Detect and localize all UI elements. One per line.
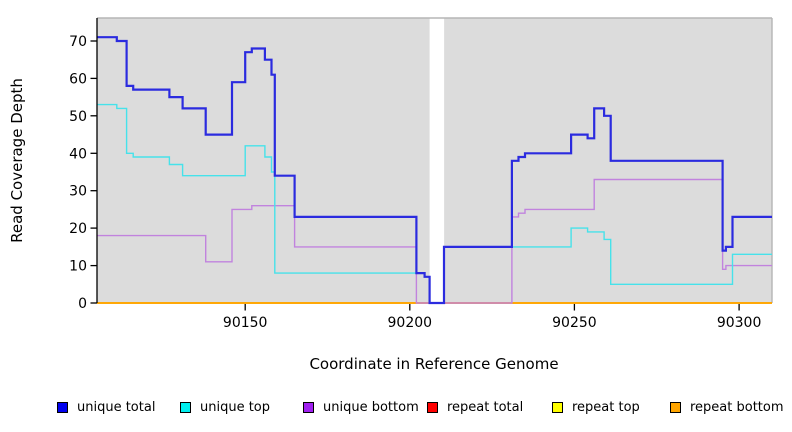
legend-label-repeat-total: repeat total (447, 399, 524, 415)
series-unique-top (97, 103, 772, 304)
legend-swatch-repeat-bottom (670, 401, 681, 413)
x-tick-label: 90150 (223, 315, 268, 331)
legend-swatch-unique-bottom (303, 401, 314, 413)
legend-item-unique-total: unique total (57, 398, 155, 416)
legend-label-unique-bottom: unique bottom (323, 399, 419, 415)
plot-area (97, 17, 773, 305)
x-tick-label: 90200 (388, 315, 433, 331)
legend-item-repeat-top: repeat top (552, 398, 640, 416)
y-tick-label: 20 (69, 221, 87, 237)
y-tick-label: 50 (69, 109, 87, 125)
chart-svg: 0 10 20 30 40 50 60 70 90150 90200 90250 90300 Coor… (8, 17, 773, 373)
legend-swatch-repeat-total (427, 401, 438, 413)
legend-item-unique-bottom: unique bottom (303, 398, 419, 416)
y-tick-label: 40 (69, 146, 87, 162)
series-unique-total (97, 36, 772, 305)
legend-label-repeat-bottom: repeat bottom (690, 399, 784, 415)
coverage-gap-region (429, 18, 445, 303)
legend-item-repeat-total: repeat total (427, 398, 523, 416)
axes: 0 10 20 30 40 50 60 70 90150 90200 90250 90300 (69, 18, 761, 331)
legend-item-repeat-bottom: repeat bottom (670, 398, 784, 416)
x-tick-label: 90300 (717, 315, 762, 331)
y-tick-label: 70 (69, 34, 87, 50)
y-tick-label: 0 (78, 296, 87, 312)
legend-label-repeat-top: repeat top (572, 399, 640, 415)
legend-swatch-repeat-top (552, 401, 563, 413)
x-axis-title: Coordinate in Reference Genome (309, 355, 558, 373)
y-tick-label: 10 (69, 259, 87, 275)
legend-label-unique-top: unique top (200, 399, 271, 415)
y-axis-title: Read Coverage Depth (8, 78, 26, 243)
legend-swatch-unique-total (57, 401, 68, 413)
y-tick-label: 30 (69, 184, 87, 200)
legend-item-unique-top: unique top (180, 398, 270, 416)
x-tick-label: 90250 (552, 315, 597, 331)
legend-label-unique-total: unique total (77, 399, 156, 415)
y-tick-label: 60 (69, 71, 87, 87)
legend-swatch-unique-top (180, 401, 191, 413)
chart-legend: unique total unique top unique bottom repea… (0, 398, 792, 422)
